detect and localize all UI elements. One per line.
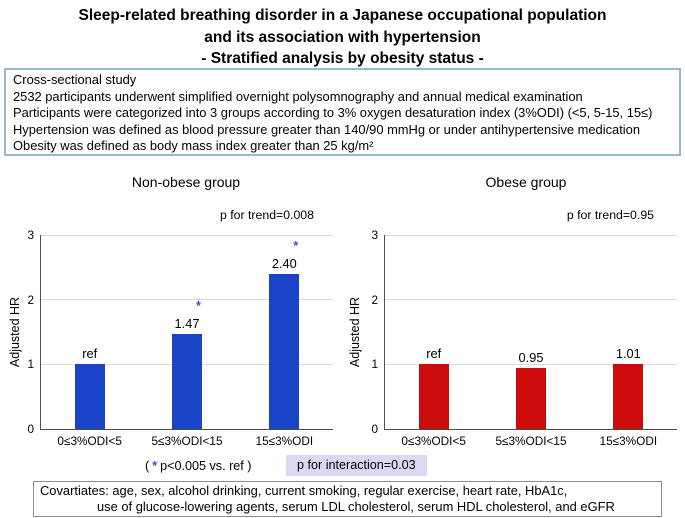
bar-value-label: 2.40 (271, 255, 297, 271)
study-summary-line: Cross-sectional study (13, 72, 137, 87)
x-tick-label: 5≤3%ODI<15 (151, 434, 223, 448)
y-tick-label: 3 (371, 228, 378, 242)
x-tick-label: 5≤3%ODI<15 (495, 434, 567, 448)
covariates-line: use of glucose-lowering agents, serum LD… (97, 499, 615, 515)
gridline (41, 234, 333, 236)
figure-title: Sleep-related breathing disorder in a Ja… (0, 5, 685, 70)
figure-title-line: - Stratified analysis by obesity status … (201, 50, 484, 67)
significance-footnote: (* p<0.005 vs. ref ) (145, 459, 251, 473)
bar (74, 364, 105, 429)
p-for-trend-label: p for trend=0.95 (566, 208, 654, 222)
bar (269, 273, 300, 429)
bar-value-label: 1.01 (615, 345, 641, 361)
gridline (385, 299, 677, 301)
bar (516, 367, 546, 429)
x-tick-label: 15≤3%ODI (599, 434, 658, 448)
significance-asterisk-icon: * (196, 298, 201, 313)
chart-title: Obese group (485, 174, 567, 190)
significance-asterisk-icon: * (293, 238, 299, 253)
asterisk-icon: * (152, 459, 158, 473)
p-for-interaction-label: p for interaction=0.03 (286, 455, 427, 476)
y-tick-label: 3 (27, 228, 34, 242)
x-tick-label: 0≤3%ODI<5 (57, 434, 122, 448)
plot-area: 0 1 2 3 ref 0≤3%ODI<5 0.95 5≤3%ODI<15 1.01 15≤3%O… (371, 228, 677, 448)
y-tick-label: 1 (371, 357, 378, 372)
bar-value-label: 1.47 (174, 315, 200, 331)
bar (172, 333, 202, 429)
study-summary-line: Hypertension was defined as blood pressu… (13, 121, 640, 137)
chart-non-obese-group: Non-obese group p for trend=0.008 Adjust… (0, 170, 345, 462)
chart-title: Non-obese group (131, 174, 241, 190)
study-summary-box: Cross-sectional study 2532 participants … (4, 68, 681, 156)
study-summary-line: 2532 participants underwent simplified o… (13, 88, 583, 104)
bar-value-label: 0.95 (518, 349, 544, 365)
gridline (385, 363, 677, 365)
covariates-box: Covartiates: age, sex, alcohol drinking,… (33, 481, 662, 517)
significance-footnote-text: p<0.005 vs. ref ) (160, 459, 252, 473)
gridline (41, 299, 333, 301)
y-tick-label: 2 (371, 292, 378, 307)
x-tick-label: 15≤3%ODI (255, 434, 314, 448)
bar-value-label: ref (426, 346, 442, 362)
gridline (385, 234, 677, 236)
y-tick-label: 0 (27, 422, 34, 436)
study-summary-line: Obesity was defined as body mass index g… (13, 138, 374, 154)
plot-area: 0 1 2 3 ref 0≤3%ODI<5 1.47 * 5≤3%ODI<15 2.40 * 15≤3… (27, 228, 333, 448)
chart-obese-group: Obese group p for trend=0.95 Adjusted HR… (340, 170, 685, 462)
figure-title-line: Sleep-related breathing disorder in a Ja… (78, 7, 607, 24)
p-for-trend-label: p for trend=0.008 (219, 208, 314, 222)
covariates-line: Covartiates: age, sex, alcohol drinking,… (40, 483, 568, 498)
bar (418, 364, 449, 429)
y-tick-label: 2 (27, 292, 34, 307)
study-summary-line: Participants were categorized into 3 gro… (13, 105, 653, 121)
figure-title-line: and its association with hypertension (204, 28, 481, 46)
significance-footnote-open: ( (145, 459, 150, 473)
y-tick-label: 1 (27, 357, 34, 372)
bar-value-label: ref (82, 346, 98, 362)
y-tick-label: 0 (371, 422, 378, 436)
bar (613, 363, 644, 429)
x-tick-label: 0≤3%ODI<5 (401, 434, 466, 448)
